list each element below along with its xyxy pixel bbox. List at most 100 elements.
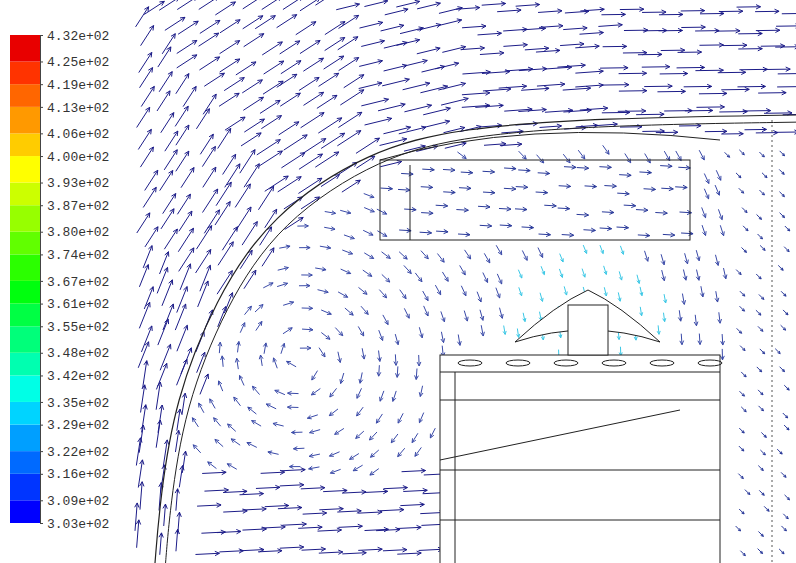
velocity-vector [575,44,599,48]
velocity-vector [266,404,276,409]
velocity-vector [757,214,762,219]
velocity-vector [283,0,303,10]
velocity-vector [255,16,275,29]
velocity-vector [778,265,783,270]
velocity-vector [225,117,245,130]
colorbar-tick-label: 3.22e+02 [47,445,109,460]
velocity-vector [461,170,473,174]
velocity-vector [324,227,335,231]
velocity-vector [301,197,319,209]
velocity-vector [244,34,264,47]
velocity-vector [624,28,648,32]
velocity-vector [619,347,622,356]
velocity-vector [192,418,198,427]
velocity-vector [377,365,381,376]
velocity-vector [483,170,495,174]
velocity-vector [315,0,335,5]
velocity-vector [303,58,323,71]
velocity-vector [557,63,585,67]
velocity-vector [262,0,282,10]
velocity-vector [723,268,727,279]
velocity-vector [199,0,219,9]
velocity-vector [738,31,762,35]
velocity-vector [196,226,211,250]
velocity-vector [177,325,188,351]
velocity-vector [283,301,294,305]
lower-box-line [440,470,720,471]
velocity-vector [365,117,392,125]
velocity-vector [681,8,705,12]
velocity-vector [436,229,448,233]
velocity-vector [325,22,345,35]
velocity-vector [396,39,419,46]
velocity-vector [357,388,362,398]
velocity-vector [784,425,789,430]
colorbar-tick-label: 3.03e+02 [47,517,109,532]
velocity-vector [358,510,382,514]
velocity-vector [321,133,344,148]
velocity-vector [364,0,387,7]
velocity-vector [243,97,263,110]
velocity-vector [764,506,769,511]
velocity-vector [338,112,361,127]
velocity-vector [721,334,725,345]
velocity-vector [402,469,426,473]
velocity-vector [438,19,461,26]
velocity-vector [659,12,683,16]
velocity-vector [262,248,274,266]
velocity-vector [200,134,213,154]
velocity-vector [683,269,687,280]
colorbar-swatch [10,304,40,327]
velocity-vector [441,332,445,343]
velocity-vector [482,2,506,6]
velocity-vector [342,551,366,555]
velocity-vector [704,189,709,199]
velocity-vector [783,112,796,116]
velocity-vector [203,167,216,187]
velocity-vector [639,170,651,174]
velocity-vector [781,472,786,477]
velocity-vector [139,302,150,328]
velocity-vector [217,529,241,533]
velocity-vector [536,49,560,53]
velocity-vector [143,361,149,389]
colorbar-tick-mark [40,281,43,282]
colorbar-tick: 4.19e+02 [40,78,109,93]
velocity-vector [380,391,384,401]
velocity-vector [575,83,603,87]
velocity-vector [678,166,690,170]
velocity-vector [777,84,796,88]
velocity-vector [369,432,377,440]
colorbar-swatch [10,425,40,451]
velocity-vector [480,51,504,55]
velocity-vector [263,81,283,94]
velocity-vector [404,308,409,318]
colorbar-tick: 3.93e+02 [40,176,109,191]
velocity-vector [200,20,220,33]
colorbar-tick-label: 3.74e+02 [47,248,109,263]
velocity-vector [363,230,373,235]
velocity-vector [483,190,495,194]
velocity-vector [379,290,386,298]
velocity-vector [252,386,259,394]
colorbar-tick-mark [40,254,43,255]
velocity-vector [657,89,685,93]
velocity-vector [742,247,747,252]
velocity-vector [403,82,430,90]
velocity-vector [642,65,670,69]
velocity-vector [585,184,597,188]
velocity-vector [705,129,727,133]
velocity-vector [564,286,567,295]
velocity-vector [140,147,153,167]
velocity-vector [302,547,326,551]
velocity-vector [258,186,273,210]
velocity-vector [383,315,388,325]
velocity-vector [461,46,485,50]
velocity-vector [695,29,719,33]
velocity-vector [141,86,154,106]
velocity-vector [141,326,152,352]
velocity-vector [422,65,445,72]
colorbar-tick-label: 3.87e+02 [47,199,109,214]
velocity-vector [277,283,288,287]
velocity-vector [337,131,360,146]
